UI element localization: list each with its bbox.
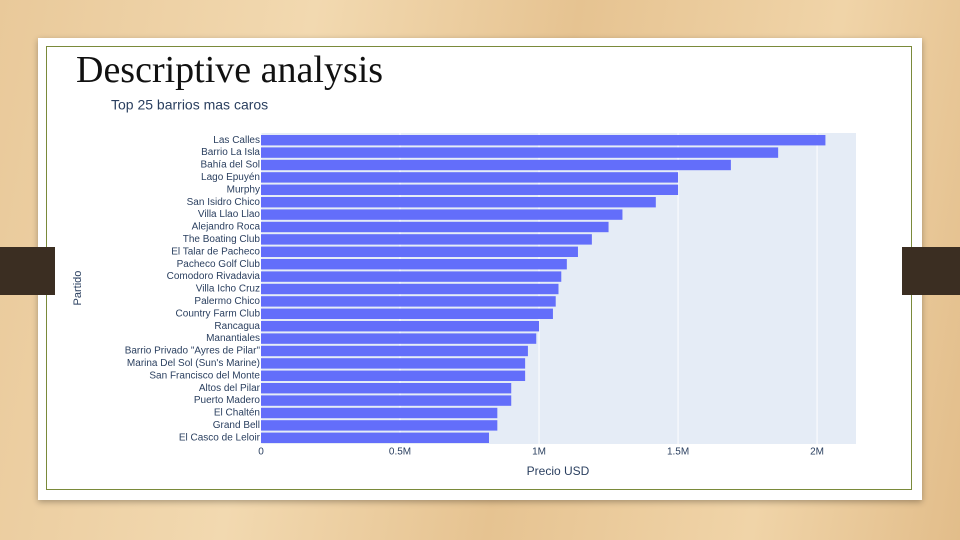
bar (261, 147, 779, 158)
y-tick-label: Altos del Pilar (199, 383, 261, 394)
bar (261, 320, 540, 332)
bar (261, 172, 679, 183)
y-tick-label: El Casco de Leloir (179, 432, 261, 443)
y-tick-label: Palermo Chico (194, 296, 260, 307)
bar (261, 420, 498, 431)
y-tick-label: Murphy (227, 184, 260, 195)
y-tick-label: San Francisco del Monte (149, 370, 260, 381)
bar (261, 370, 526, 382)
y-tick-label: Pacheco Golf Club (177, 259, 261, 270)
bar (261, 395, 512, 406)
bar (261, 234, 592, 245)
y-tick-label: Marina Del Sol (Sun's Marine) (127, 358, 260, 369)
y-tick-label: Manantiales (206, 333, 260, 344)
x-tick-label: 1M (532, 447, 546, 458)
bar (261, 134, 826, 146)
bar (261, 258, 567, 270)
x-tick-label: 1.5M (667, 447, 689, 458)
x-tick-label: 2M (810, 447, 824, 458)
y-tick-label: Alejandro Roca (192, 222, 261, 233)
y-tick-label: Puerto Madero (194, 395, 261, 406)
y-tick-label: Villa Llao Llao (198, 209, 261, 220)
bar (261, 432, 489, 444)
y-tick-label: San Isidro Chico (187, 197, 261, 208)
bar (261, 308, 553, 320)
y-tick-label: Rancagua (214, 321, 260, 332)
y-tick-label: Bahía del Sol (201, 160, 261, 171)
y-tick-label: Comodoro Rivadavia (167, 271, 261, 282)
bar (261, 184, 679, 196)
y-tick-label: Country Farm Club (176, 308, 261, 319)
bar (261, 358, 526, 369)
y-tick-label: Lago Epuyén (201, 172, 260, 183)
y-tick-label: Las Calles (213, 135, 260, 146)
y-tick-label: Villa Icho Cruz (196, 284, 260, 295)
y-tick-label: Barrio La Isla (201, 147, 260, 158)
bar (261, 382, 512, 394)
y-tick-label: The Boating Club (183, 234, 261, 245)
bar (261, 271, 562, 282)
bar (261, 283, 559, 295)
x-axis-title: Precio USD (527, 464, 590, 478)
bar (261, 159, 731, 171)
slide-title: Descriptive analysis (76, 49, 384, 91)
bar (261, 196, 656, 208)
left-tab (0, 247, 55, 295)
bar (261, 221, 609, 233)
x-tick-label: 0 (258, 447, 264, 458)
bar (261, 333, 537, 344)
y-axis-title: Partido (72, 271, 84, 306)
bar (261, 345, 528, 357)
chart-title: Top 25 barrios mas caros (111, 97, 268, 113)
bar (261, 407, 498, 419)
y-tick-label: Barrio Privado "Ayres de Pilar" (125, 346, 261, 357)
right-tab (902, 247, 960, 295)
x-tick-label: 0.5M (389, 447, 411, 458)
y-tick-label: Grand Bell (213, 420, 260, 431)
y-tick-label: El Chaltén (214, 408, 260, 419)
bar (261, 246, 578, 258)
y-tick-label: El Talar de Pacheco (171, 246, 260, 257)
bar (261, 296, 556, 307)
bar (261, 209, 623, 220)
